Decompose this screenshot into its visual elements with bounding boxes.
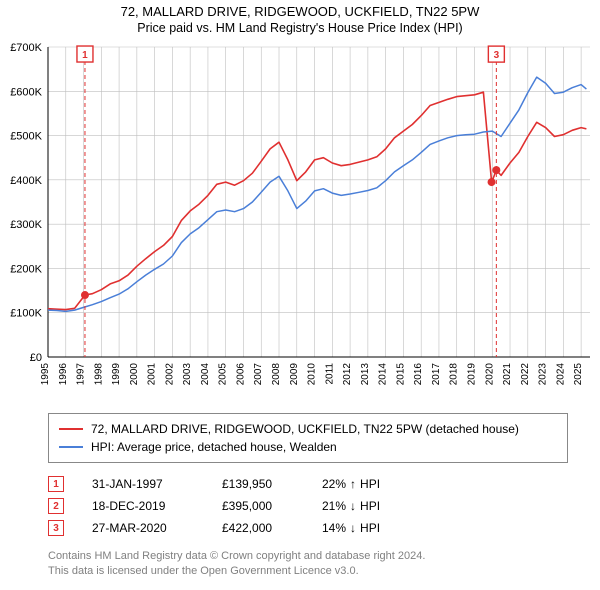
transaction-delta: 14% ↓ HPI: [322, 521, 432, 535]
legend-label-property: 72, MALLARD DRIVE, RIDGEWOOD, UCKFIELD, …: [91, 420, 519, 438]
transactions-table: 1 31-JAN-1997 £139,950 22% ↑ HPI 2 18-DE…: [48, 473, 568, 539]
transaction-row: 1 31-JAN-1997 £139,950 22% ↑ HPI: [48, 473, 568, 495]
arrow-down-icon: ↓: [350, 521, 356, 535]
svg-text:2018: 2018: [449, 363, 460, 386]
transaction-delta: 21% ↓ HPI: [322, 499, 432, 513]
legend-item-property: 72, MALLARD DRIVE, RIDGEWOOD, UCKFIELD, …: [59, 420, 557, 438]
transaction-price: £395,000: [222, 499, 322, 513]
svg-text:2008: 2008: [271, 363, 282, 386]
svg-text:3: 3: [494, 50, 500, 61]
chart-container: 72, MALLARD DRIVE, RIDGEWOOD, UCKFIELD, …: [0, 0, 600, 579]
transaction-delta: 22% ↑ HPI: [322, 477, 432, 491]
svg-text:2000: 2000: [129, 363, 140, 386]
transaction-row: 2 18-DEC-2019 £395,000 21% ↓ HPI: [48, 495, 568, 517]
transaction-date: 18-DEC-2019: [92, 499, 222, 513]
transaction-price: £139,950: [222, 477, 322, 491]
arrow-down-icon: ↓: [350, 499, 356, 513]
svg-text:2009: 2009: [289, 363, 300, 386]
transaction-date: 27-MAR-2020: [92, 521, 222, 535]
legend-swatch-property: [59, 428, 83, 430]
svg-text:2006: 2006: [235, 363, 246, 386]
svg-text:£300K: £300K: [10, 219, 42, 231]
legend: 72, MALLARD DRIVE, RIDGEWOOD, UCKFIELD, …: [48, 413, 568, 463]
svg-text:2012: 2012: [342, 363, 353, 386]
svg-text:2014: 2014: [378, 363, 389, 386]
svg-text:2024: 2024: [555, 363, 566, 386]
svg-text:£700K: £700K: [10, 42, 42, 54]
titles: 72, MALLARD DRIVE, RIDGEWOOD, UCKFIELD, …: [0, 0, 600, 37]
transaction-price: £422,000: [222, 521, 322, 535]
svg-text:2003: 2003: [182, 363, 193, 386]
transaction-date: 31-JAN-1997: [92, 477, 222, 491]
svg-text:2021: 2021: [502, 363, 513, 386]
svg-text:2004: 2004: [200, 363, 211, 386]
svg-text:2001: 2001: [147, 363, 158, 386]
svg-text:2005: 2005: [218, 363, 229, 386]
svg-text:2010: 2010: [307, 363, 318, 386]
svg-text:2025: 2025: [573, 363, 584, 386]
transaction-row: 3 27-MAR-2020 £422,000 14% ↓ HPI: [48, 517, 568, 539]
transaction-marker: 1: [48, 476, 64, 492]
svg-text:2016: 2016: [413, 363, 424, 386]
legend-swatch-hpi: [59, 446, 83, 448]
svg-text:1996: 1996: [58, 363, 69, 386]
svg-text:2017: 2017: [431, 363, 442, 386]
svg-text:2019: 2019: [466, 363, 477, 386]
svg-text:2007: 2007: [253, 363, 264, 386]
svg-text:1: 1: [82, 50, 88, 61]
svg-text:2011: 2011: [324, 363, 335, 385]
svg-text:2020: 2020: [484, 363, 495, 386]
legend-item-hpi: HPI: Average price, detached house, Weal…: [59, 438, 557, 456]
svg-text:1997: 1997: [76, 363, 87, 386]
arrow-up-icon: ↑: [350, 477, 356, 491]
svg-text:£400K: £400K: [10, 175, 42, 187]
footer: Contains HM Land Registry data © Crown c…: [48, 549, 568, 579]
svg-text:2015: 2015: [395, 363, 406, 386]
svg-text:£200K: £200K: [10, 263, 42, 275]
transaction-marker: 2: [48, 498, 64, 514]
transaction-marker: 3: [48, 520, 64, 536]
chart-svg: £0 £100K £200K £300K £400K £500K £600K £700K 199…: [0, 37, 600, 407]
price-chart: £0 £100K £200K £300K £400K £500K £600K £700K 199…: [0, 37, 600, 407]
footer-line-2: This data is licensed under the Open Gov…: [48, 564, 568, 579]
svg-text:1995: 1995: [40, 363, 51, 386]
svg-text:1999: 1999: [111, 363, 122, 386]
svg-text:£600K: £600K: [10, 86, 42, 98]
footer-line-1: Contains HM Land Registry data © Crown c…: [48, 549, 568, 564]
svg-text:2002: 2002: [164, 363, 175, 386]
svg-text:£500K: £500K: [10, 131, 42, 143]
title-main: 72, MALLARD DRIVE, RIDGEWOOD, UCKFIELD, …: [0, 4, 600, 19]
svg-text:£0: £0: [30, 352, 42, 364]
legend-label-hpi: HPI: Average price, detached house, Weal…: [91, 438, 337, 456]
svg-text:£100K: £100K: [10, 308, 42, 320]
svg-text:2022: 2022: [520, 363, 531, 386]
svg-text:2013: 2013: [360, 363, 371, 386]
svg-text:1998: 1998: [93, 363, 104, 386]
title-sub: Price paid vs. HM Land Registry's House …: [0, 21, 600, 35]
svg-text:2023: 2023: [538, 363, 549, 386]
